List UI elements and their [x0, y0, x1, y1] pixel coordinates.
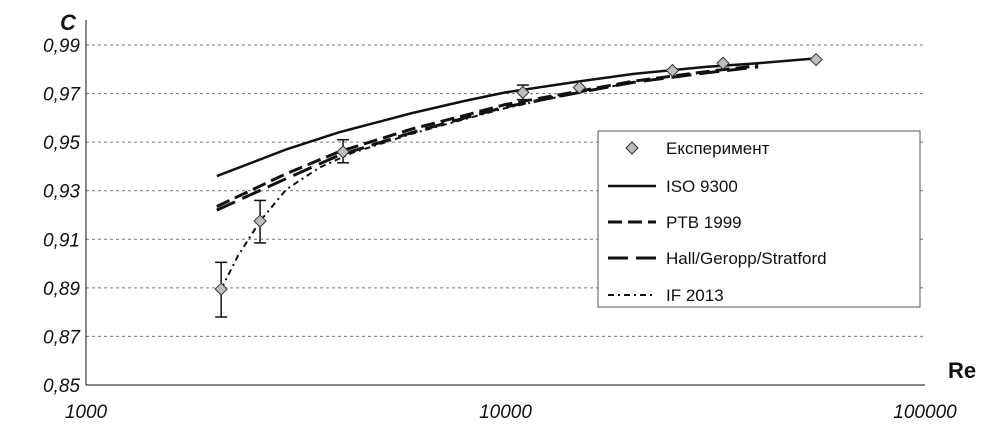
- data-point: [716, 56, 730, 70]
- y-tick-label: 0,97: [43, 85, 81, 106]
- data-point: [572, 80, 587, 95]
- data-point: [516, 85, 530, 100]
- legend-label: Експеримент: [666, 139, 770, 158]
- data-point: [336, 145, 350, 159]
- series-line: [216, 64, 759, 208]
- y-tick-label: 0,89: [43, 279, 80, 300]
- y-tick-labels: 0,85 0,87 0,89 0,91 0,93 0,95 0,97 0,99: [43, 36, 81, 397]
- x-tick-label: 1000: [65, 402, 108, 423]
- x-tick-labels: 1000 10000 100000: [65, 402, 957, 423]
- plot-series: [214, 52, 823, 318]
- axes: [85, 20, 925, 386]
- series-line: [216, 65, 759, 212]
- y-tick-label: 0,85: [43, 376, 80, 397]
- data-point: [253, 214, 267, 228]
- data-point: [809, 52, 823, 67]
- y-axis-title: C: [60, 10, 77, 35]
- x-tick-label: 100000: [893, 402, 957, 423]
- legend-label: IF 2013: [666, 286, 724, 305]
- y-tick-label: 0,99: [43, 36, 80, 57]
- data-point: [214, 282, 228, 296]
- series-line: [220, 81, 632, 290]
- legend: Експеримент ISO 9300 PTB 1999 Hall/Geropp/S…: [597, 130, 921, 308]
- y-tick-label: 0,93: [43, 182, 80, 203]
- legend-box: [597, 130, 921, 308]
- data-point: [625, 141, 639, 155]
- legend-label: ISO 9300: [666, 177, 738, 196]
- data-point: [665, 63, 680, 78]
- y-tick-label: 0,87: [43, 327, 81, 348]
- legend-label: Hall/Geropp/Stratford: [666, 249, 827, 268]
- legend-label: PTB 1999: [666, 213, 742, 232]
- x-tick-label: 10000: [479, 402, 532, 423]
- y-tick-label: 0,91: [43, 230, 80, 251]
- x-axis-title: Re: [948, 358, 976, 383]
- y-tick-label: 0,95: [43, 133, 80, 154]
